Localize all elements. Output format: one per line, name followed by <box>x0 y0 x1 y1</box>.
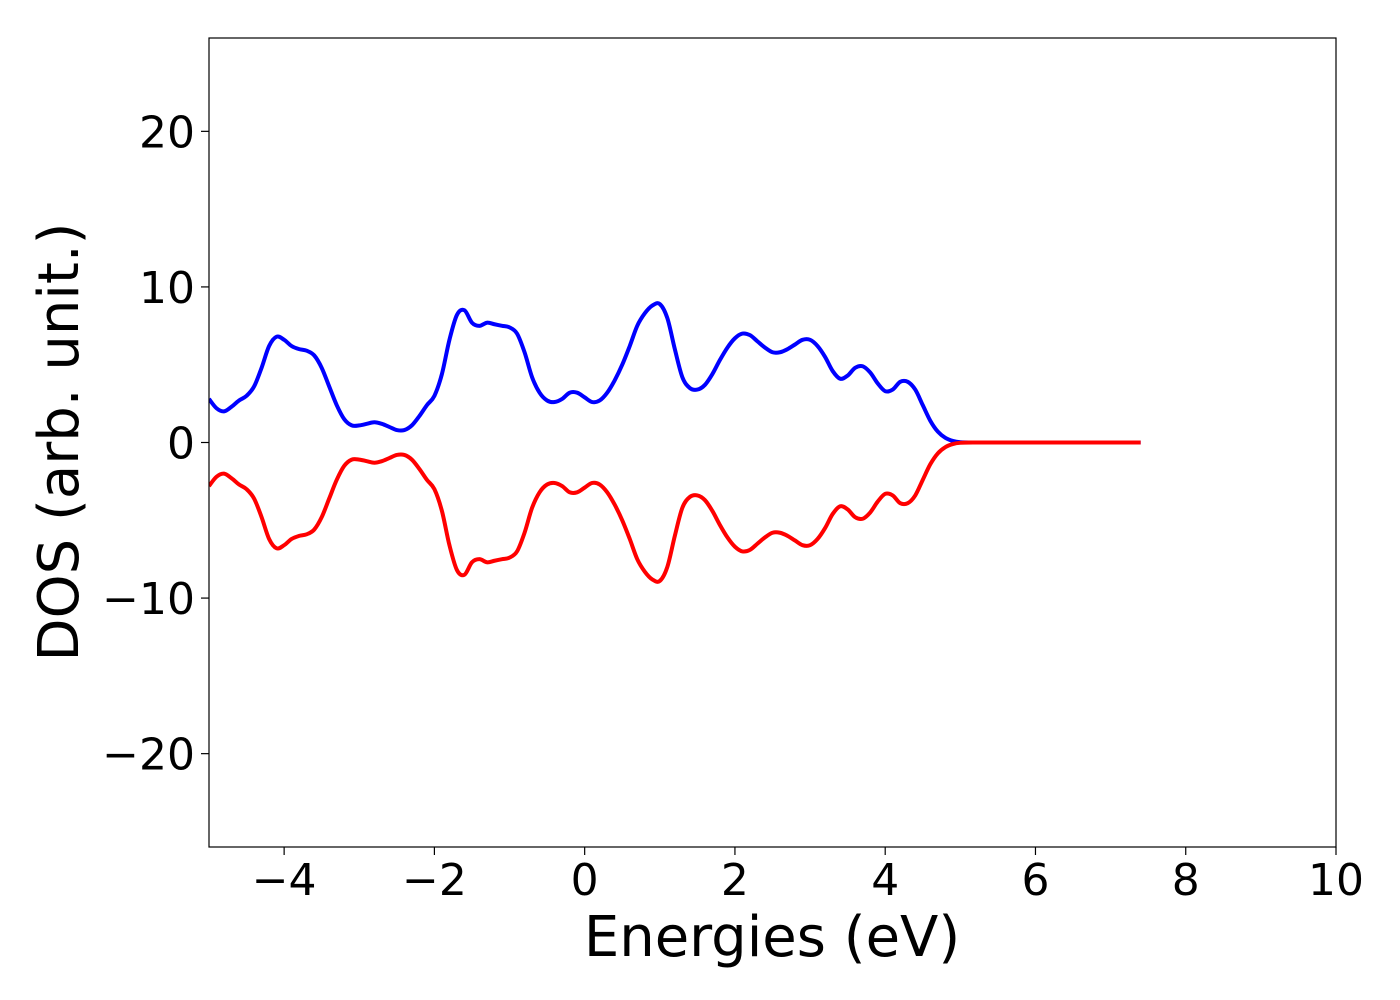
x-tick-label: 0 <box>571 855 599 906</box>
y-tick-label: −10 <box>102 574 195 625</box>
x-tick-label: −2 <box>402 855 467 906</box>
y-tick-label: 20 <box>139 107 195 158</box>
series-line-2 <box>209 440 1141 584</box>
x-tick-label: −4 <box>252 855 317 906</box>
y-tick-label: 0 <box>167 419 195 470</box>
x-tick-label: 2 <box>721 855 749 906</box>
x-tick-label: 4 <box>871 855 899 906</box>
x-tick-label: 6 <box>1021 855 1049 906</box>
x-tick-label: 10 <box>1308 855 1364 906</box>
x-tick-label: 8 <box>1172 855 1200 906</box>
y-axis-label: DOS (arb. unit.) <box>27 222 92 661</box>
y-axis: −20 −10 0 10 20 <box>102 107 209 781</box>
x-axis: −4 −2 0 2 4 6 8 10 <box>252 847 1364 906</box>
series-line-1 <box>209 301 1141 445</box>
x-axis-label: Energies (eV) <box>584 905 960 970</box>
y-tick-label: 10 <box>139 263 195 314</box>
y-tick-label: −20 <box>102 730 195 781</box>
series-layer <box>209 301 1141 584</box>
